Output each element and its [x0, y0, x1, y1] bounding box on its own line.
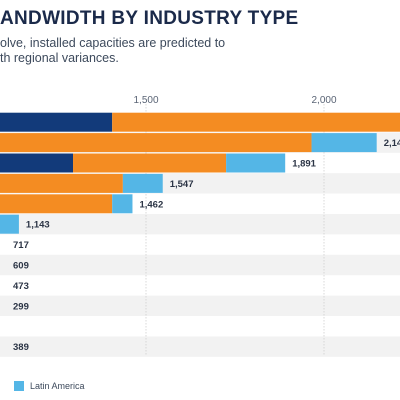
bar-row-2-segment-2 — [73, 153, 227, 173]
bar-row-2-segment-3 — [226, 153, 286, 173]
value-label-row-6: 717 — [13, 240, 29, 251]
bar-row-1-segment-3 — [311, 133, 377, 153]
value-label-row-4: 1,462 — [139, 199, 163, 210]
legend-label-latin-america: Latin America — [30, 381, 85, 391]
chart-subtitle-line-1: olve, installed capacities are predicted… — [0, 36, 226, 50]
row-background-5 — [0, 214, 400, 235]
value-label-row-7: 609 — [13, 261, 29, 272]
bar-row-5-segment-3 — [0, 214, 19, 234]
bar-row-1-segment-2 — [0, 133, 312, 153]
value-label-row-8: 473 — [13, 281, 29, 292]
value-label-row-5: 1,143 — [26, 220, 50, 231]
bar-row-2-segment-1 — [0, 153, 74, 173]
bar-row-0-segment-1 — [0, 112, 113, 132]
value-label-row-3: 1,547 — [170, 179, 194, 190]
x-tick-label-3: 2,000 — [311, 95, 336, 106]
chart-title: ANDWIDTH BY INDUSTRY TYPE — [0, 8, 299, 29]
row-background-7 — [0, 254, 400, 276]
bar-row-4-segment-2 — [0, 194, 113, 214]
x-tick-label-2: 1,500 — [133, 95, 158, 106]
value-label-row-1: 2,148 — [384, 138, 400, 149]
row-background-11 — [0, 336, 400, 357]
value-label-row-2: 1,891 — [292, 159, 316, 170]
chart-subtitle-line-2: th regional variances. — [0, 51, 119, 65]
bar-row-3-segment-2 — [0, 173, 123, 193]
legend-swatch-latin-america — [14, 381, 24, 391]
bar-row-4-segment-3 — [112, 194, 133, 214]
row-background-9 — [0, 295, 400, 316]
bar-row-0-segment-2 — [112, 112, 400, 132]
value-label-row-9: 299 — [13, 301, 29, 312]
value-label-row-11: 389 — [13, 342, 29, 353]
bar-row-3-segment-3 — [122, 173, 163, 193]
